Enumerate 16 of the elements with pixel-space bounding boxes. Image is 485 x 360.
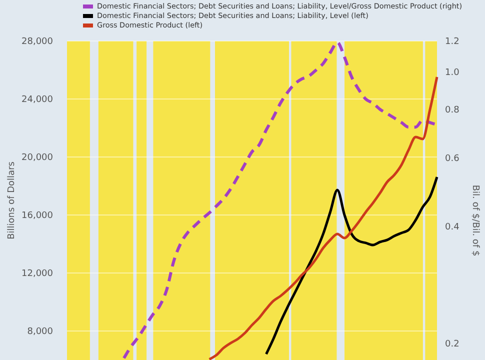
line-series (264, 176, 438, 356)
y2-tick-label: 0.8 (445, 106, 460, 116)
y2-tick-label: 0.6 (445, 154, 460, 164)
y-tick-label: 28,000 (22, 37, 54, 48)
y2-tick-label: 1.0 (445, 68, 460, 78)
y2-axis-title: Bil. of $/Bil. of $ (470, 184, 480, 256)
y-axis-title: Billions of Dollars (7, 161, 17, 240)
y2-tick-label: 0.4 (445, 222, 460, 232)
y-tick-label: 8,000 (27, 327, 54, 338)
y-tick-label: 16,000 (22, 211, 54, 222)
y2-tick-label: 1.2 (445, 37, 460, 48)
line-series (208, 76, 438, 360)
y-tick-label: 20,000 (22, 153, 54, 164)
y2-tick-label: 0.2 (445, 339, 460, 350)
y-tick-label: 12,000 (22, 269, 54, 280)
y-tick-label: 24,000 (22, 95, 54, 106)
